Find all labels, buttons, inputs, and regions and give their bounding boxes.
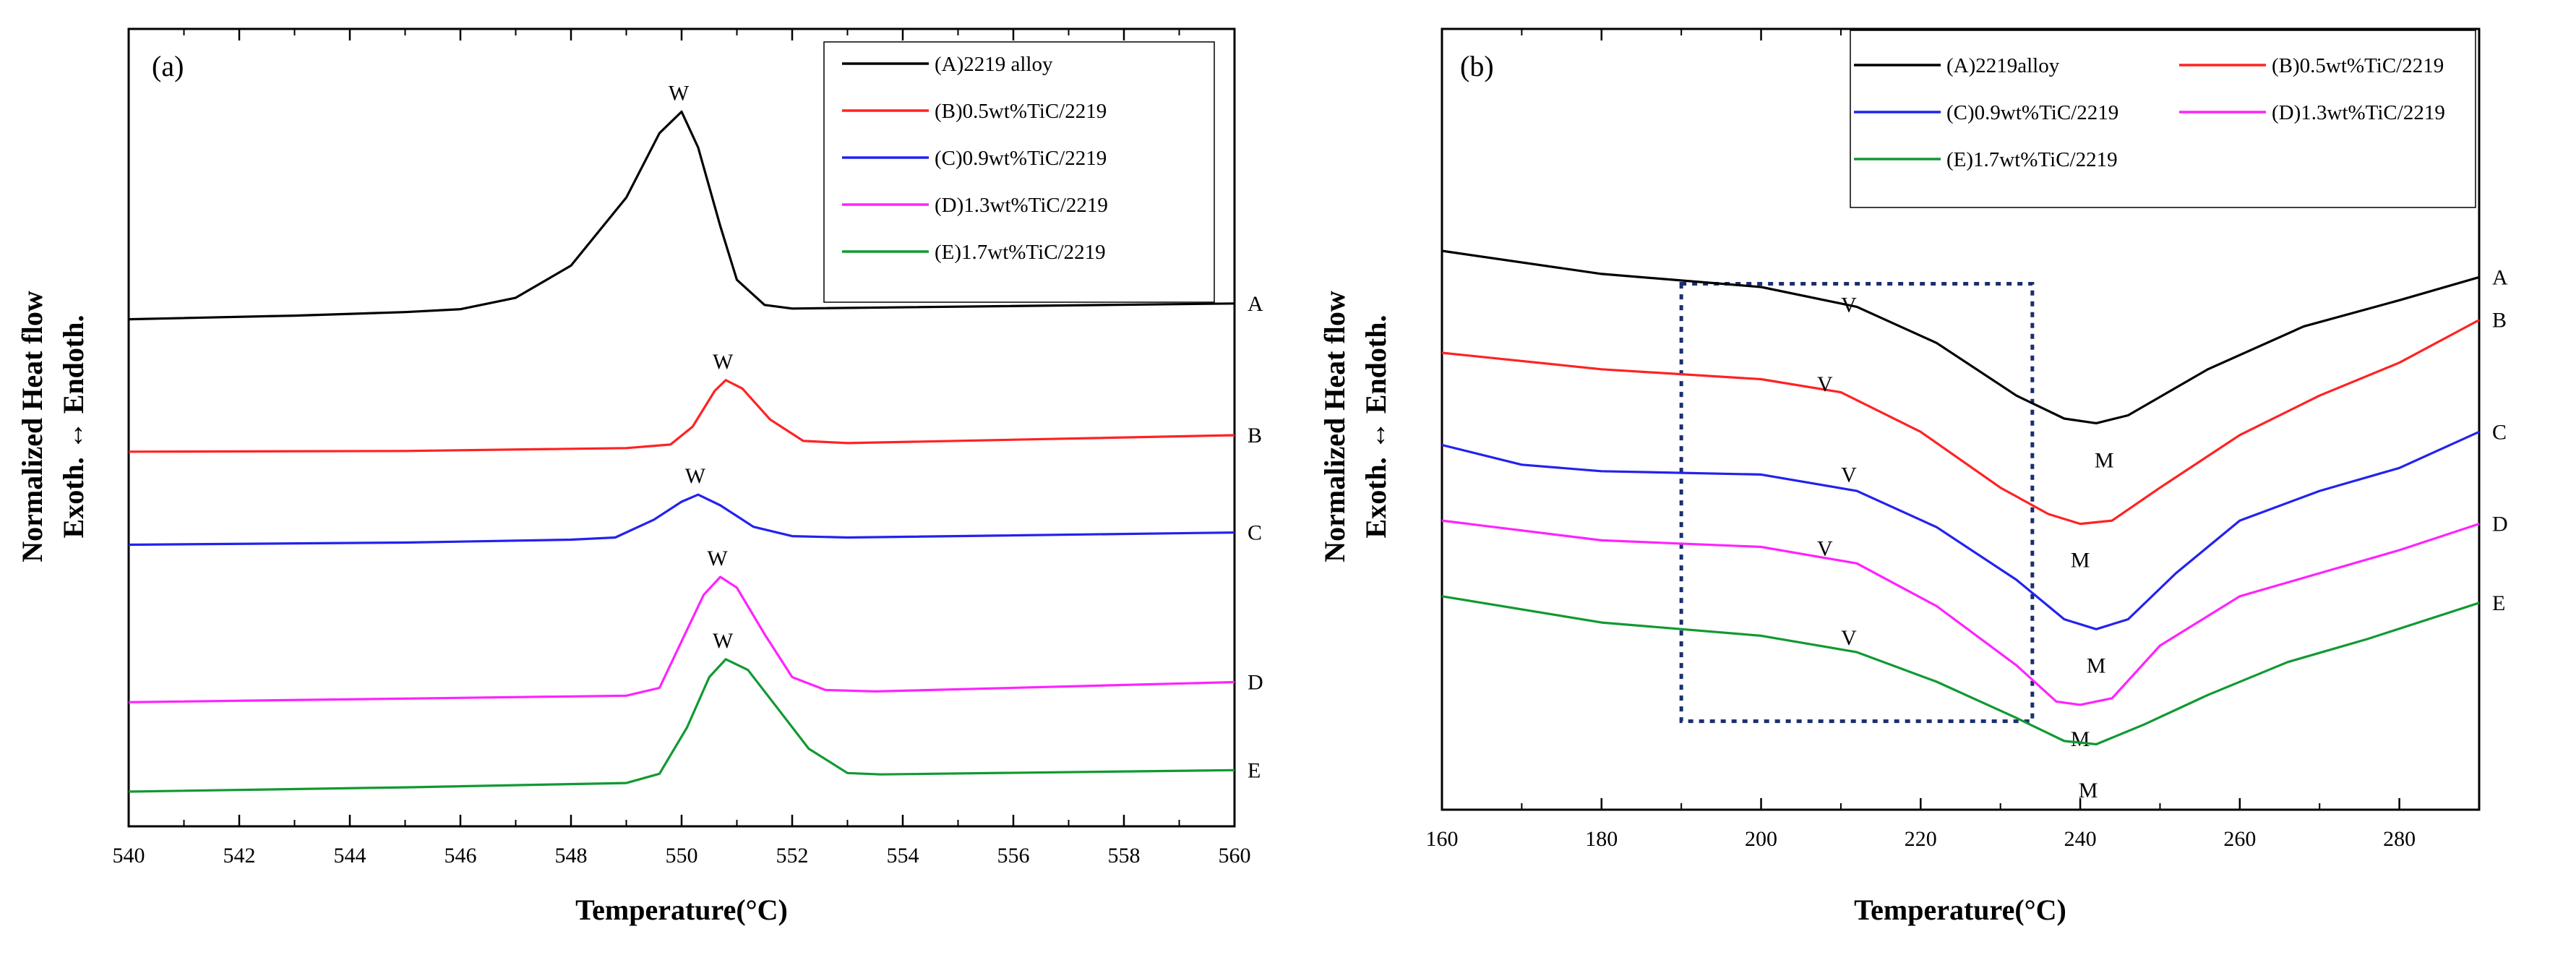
curve-end-label: A [2492,265,2508,289]
panel-a-x-axis: 540 542 544 546 548 550 552 554 556 558 560 [113,29,1251,868]
legend-entry: (E)1.7wt%TiC/2219 [1946,148,2118,171]
panel-b-highlight-box [1679,282,2035,724]
series-line-a-2219-alloy [128,110,1235,321]
legend-entry: (D)1.3wt%TiC/2219 [2272,101,2445,124]
marker-label: V [1841,463,1857,487]
series-line-b-0-5wt-tic-2219 [1441,319,2480,526]
x-tick-label: 548 [555,844,588,868]
curve-end-label: C [2492,420,2507,444]
peak-label: W [707,547,728,570]
panel-b-x-title: Temperature(°C) [1854,894,2066,926]
curve-end-label: B [2492,309,2507,333]
curve-end-label: E [2492,591,2505,615]
x-tick-label: 550 [666,844,698,868]
peak-label: W [713,629,734,653]
marker-label: M [2071,549,2090,573]
x-tick-label: 560 [1219,844,1251,868]
series-line-d-1-3wt-tic-2219 [128,575,1235,703]
x-tick-label: 260 [2223,827,2256,851]
peak-label: W [669,82,690,106]
curve-end-label: D [2492,513,2508,536]
panel-b-frame [1441,27,2481,811]
x-tick-label: 220 [1905,827,1937,851]
panel-a-y-title-line2: Exoth. ↔ Endoth. [57,315,90,539]
marker-label: M [2095,448,2114,472]
panel-a-series: A W B W C W D W E W [128,82,1263,793]
panel-b-y-title-line1: Normalized Heat flow [1318,291,1351,562]
x-tick-label: 542 [223,844,256,868]
series-line-b-0-5wt-tic-2219 [128,379,1235,453]
marker-label: V [1841,294,1857,317]
curve-end-label: A [1248,292,1263,316]
curve-end-label: B [1248,424,1262,447]
marker-label: M [2087,654,2106,677]
series-line-c-0-9wt-tic-2219 [1441,430,2480,630]
panel-b-legend: (A)2219alloy (B)0.5wt%TiC/2219 (C)0.9wt%Ti… [1850,30,2476,208]
marker-label: V [1817,372,1833,396]
marker-label: M [2079,779,2098,802]
panel-b-y-title-line2: Exoth. ↔ Endoth. [1360,315,1392,539]
marker-label: V [1841,626,1857,650]
curve-end-label: E [1248,758,1261,782]
legend-entry: (D)1.3wt%TiC/2219 [935,194,1108,217]
x-tick-label: 280 [2383,827,2416,851]
x-tick-label: 544 [334,844,366,868]
curve-end-label: C [1248,521,1262,545]
panel-a-y-title-line1: Normalized Heat flow [16,291,48,562]
panel-b-chart: (b) 160 180 200 220 240 260 280 A V M B V M C V M D V M E V… [1318,27,2508,926]
x-tick-label: 558 [1108,844,1141,868]
legend-entry: (E)1.7wt%TiC/2219 [935,241,1106,264]
legend-entry: (A)2219alloy [1946,54,2060,77]
x-tick-label: 180 [1585,827,1618,851]
series-line-c-0-9wt-tic-2219 [128,493,1235,547]
x-tick-label: 160 [1426,827,1459,851]
legend-entry: (C)0.9wt%TiC/2219 [1946,101,2118,124]
x-tick-label: 552 [776,844,809,868]
panel-a-chart: (a) 540 542 544 546 548 550 552 554 556 558 560 A W… [16,27,1263,926]
legend-entry: (B)0.5wt%TiC/2219 [2272,54,2444,77]
panel-b-label: (b) [1460,50,1494,82]
panel-a-label: (a) [152,50,184,82]
x-tick-label: 200 [1745,827,1777,851]
series-line-e-1-7wt-tic-2219 [128,658,1235,793]
legend-entry: (C)0.9wt%TiC/2219 [935,147,1107,170]
panel-a-legend-box [823,41,1215,303]
panel-b-series: A V M B V M C V M D V M E V M [1441,249,2508,802]
legend-entry: (B)0.5wt%TiC/2219 [935,100,1107,123]
peak-label: W [713,350,734,374]
series-line-a-2219alloy [1441,249,2480,424]
curve-end-label: D [1248,671,1263,695]
legend-entry: (A)2219 alloy [935,53,1053,76]
x-tick-label: 540 [113,844,145,868]
x-tick-label: 546 [445,844,477,868]
panel-a-legend: (A)2219 alloy (B)0.5wt%TiC/2219 (C)0.9wt%T… [823,41,1215,303]
series-line-d-1-3wt-tic-2219 [1441,519,2480,706]
marker-label: V [1817,536,1833,560]
x-tick-label: 240 [2064,827,2097,851]
panel-a-x-title: Temperature(°C) [575,894,788,926]
series-line-e-1-7wt-tic-2219 [1441,595,2480,746]
x-tick-label: 554 [887,844,919,868]
marker-label: M [2071,727,2090,751]
peak-label: W [685,464,706,488]
panel-b-legend-box [1850,30,2476,208]
x-tick-label: 556 [997,844,1030,868]
